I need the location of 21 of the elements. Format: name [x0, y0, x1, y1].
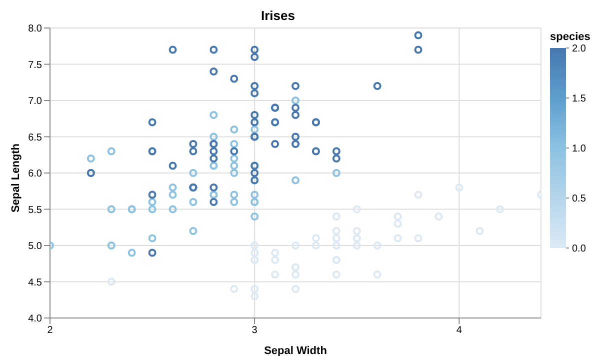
y-tick-label: 6.0: [28, 168, 42, 180]
y-tick-label: 5.0: [28, 241, 42, 252]
y-tick-label: 6.5: [28, 132, 42, 144]
y-tick-label: 8.0: [28, 24, 42, 35]
chart-title: Irises: [260, 8, 296, 23]
x-tick-label: 3: [252, 325, 258, 336]
y-tick-label: 7.0: [28, 96, 42, 108]
color-bar-label: 1.0: [572, 144, 586, 154]
y-tick-label: 7.5: [28, 60, 42, 71]
y-tick-label: 5.5: [28, 204, 42, 216]
y-tick-label: 4.5: [28, 277, 42, 288]
color-bar-label: 0.5: [572, 194, 586, 204]
color-bar-label: 0.0: [572, 244, 586, 254]
color-bar-label: 2.0: [572, 44, 586, 54]
color-bar-label: 1.5: [572, 94, 586, 104]
color-bar-title: species: [550, 31, 590, 43]
x-axis-title: Sepal Width: [264, 345, 328, 357]
y-axis-title: Sepal Length: [10, 143, 22, 213]
x-tick-label: 2: [47, 325, 54, 336]
y-tick-label: 4.0: [28, 314, 42, 325]
x-tick-label: 4: [456, 325, 462, 336]
